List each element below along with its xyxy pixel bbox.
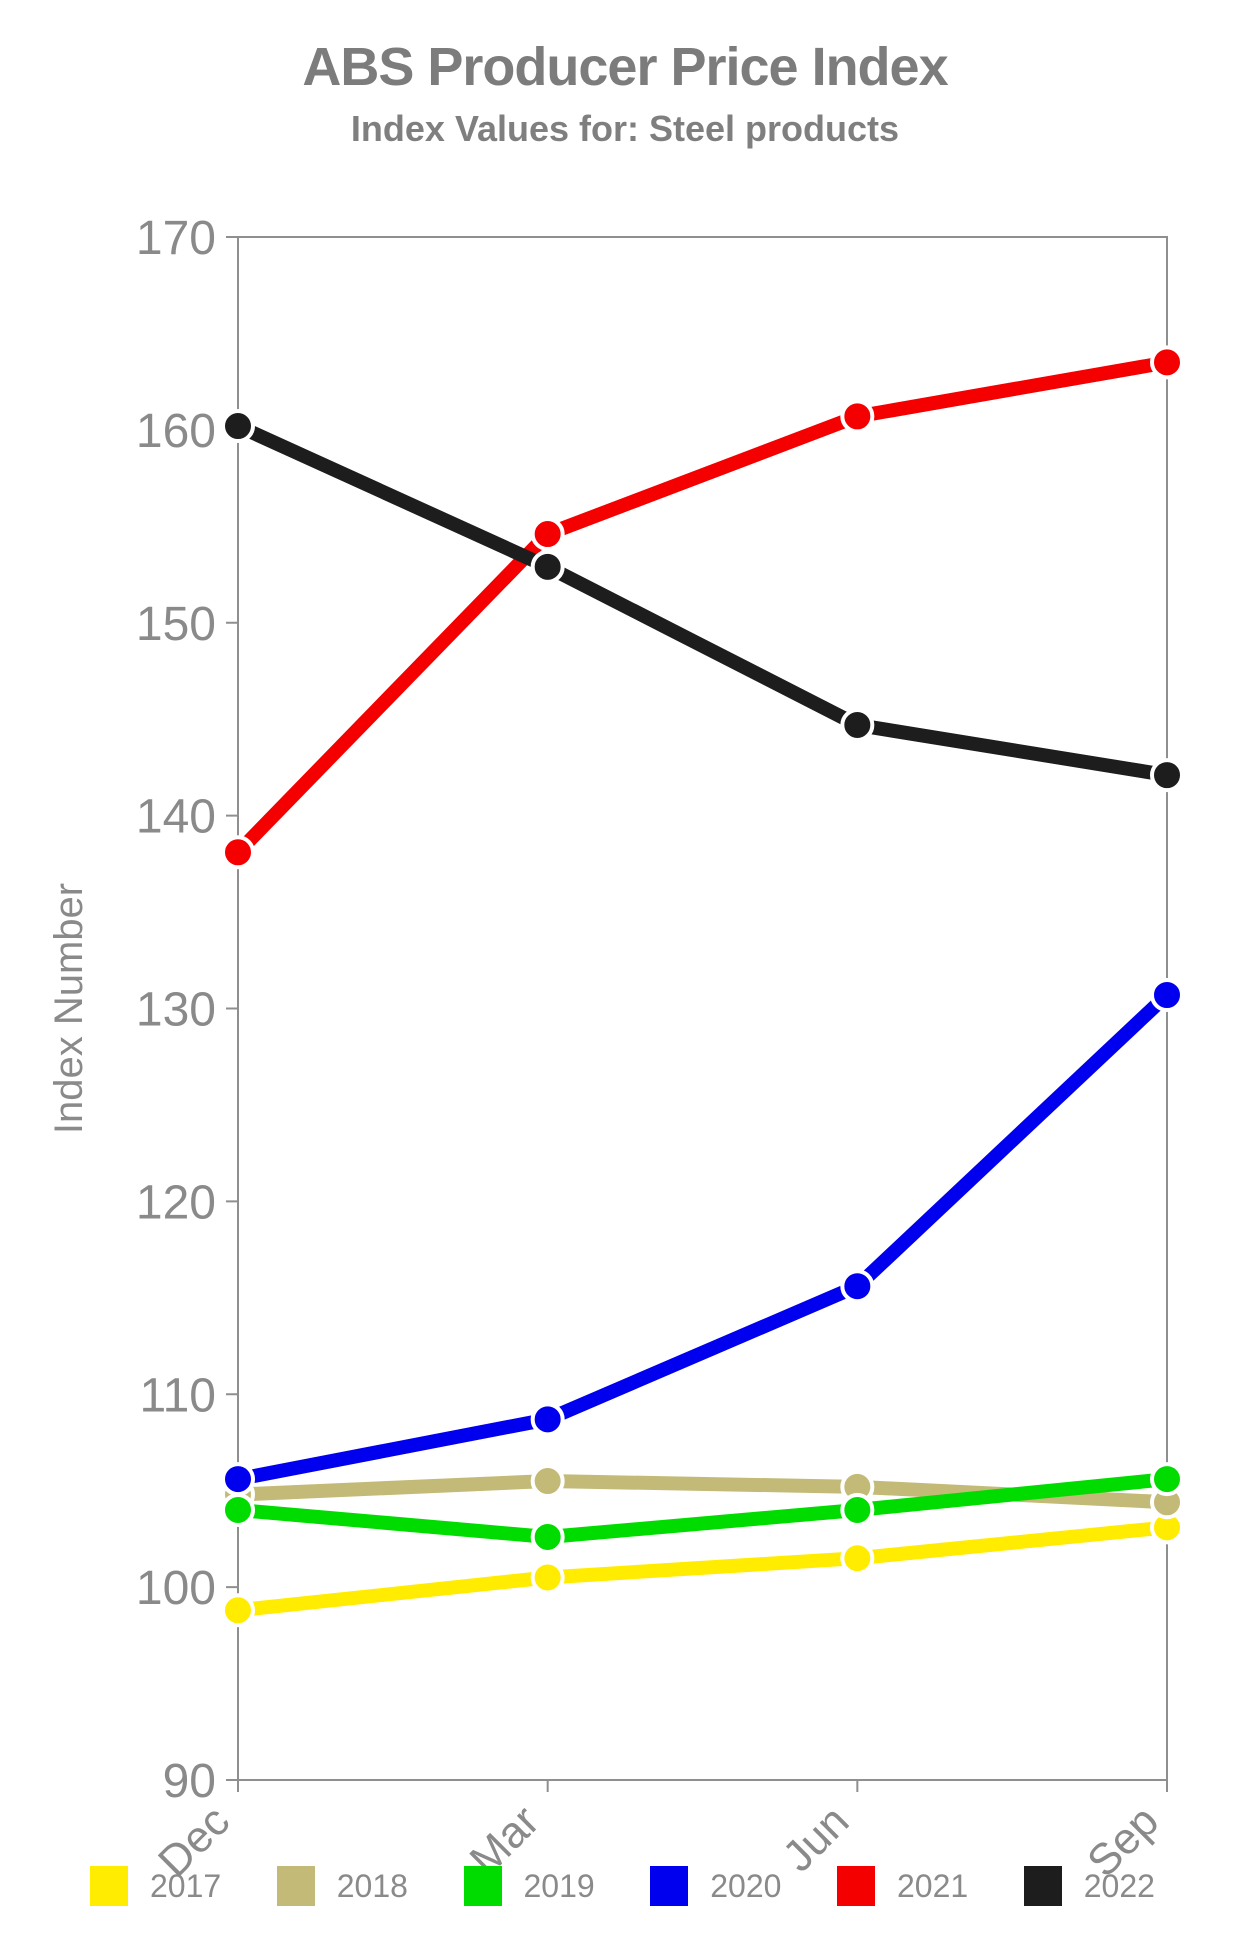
- data-point-2017-Dec: [221, 1593, 255, 1628]
- legend-item-2022: 2022: [1023, 1866, 1155, 1906]
- legend-label-2021: 2021: [897, 1867, 969, 1904]
- legend-label-2018: 2018: [336, 1867, 408, 1904]
- data-point-2017-Mar: [530, 1560, 565, 1595]
- data-point-2019-Jun: [840, 1492, 875, 1527]
- data-point-2020-Dec: [221, 1462, 255, 1497]
- legend-item-2021: 2021: [837, 1866, 968, 1906]
- data-point-2021-Mar: [530, 517, 565, 552]
- y-axis-title: Index Number: [47, 883, 91, 1134]
- y-tick-label: 130: [136, 984, 216, 1037]
- data-point-2021-Jun: [840, 399, 875, 434]
- series-line-2021: [232, 355, 1169, 858]
- data-point-2019-Dec: [221, 1492, 255, 1527]
- y-tick-label: 170: [136, 212, 216, 265]
- legend-item-2019: 2019: [463, 1866, 595, 1906]
- data-point-2021-Sep: [1150, 345, 1184, 380]
- series-line-2020: [236, 989, 1172, 1486]
- legend-label-2019: 2019: [523, 1867, 595, 1904]
- data-point-2019-Mar: [530, 1519, 565, 1554]
- series-line-2019: [237, 1472, 1168, 1544]
- y-tick-label: 150: [136, 598, 216, 651]
- y-tick-label: 160: [136, 405, 216, 458]
- y-tick-label: 100: [136, 1562, 216, 1615]
- chart-subtitle: Index Values for: Steel products: [350, 108, 900, 149]
- data-point-2022-Mar: [530, 549, 565, 584]
- data-point-2020-Mar: [530, 1402, 565, 1437]
- series-line-2022: [235, 419, 1169, 783]
- data-point-2022-Jun: [840, 707, 875, 742]
- data-point-2022-Sep: [1150, 758, 1184, 793]
- legend-label-2022: 2022: [1083, 1867, 1155, 1904]
- legend-swatch-2022: [1023, 1866, 1062, 1906]
- legend-swatch-2017: [90, 1866, 128, 1906]
- data-point-2020-Jun: [840, 1269, 875, 1304]
- legend-label-2020: 2020: [710, 1867, 782, 1904]
- legend-label-2017: 2017: [150, 1867, 222, 1904]
- legend-item-2018: 2018: [276, 1866, 408, 1906]
- data-point-2019-Sep: [1150, 1462, 1184, 1497]
- chart-legend: 2017 2018 2019 2020 2021 2022: [90, 1866, 1155, 1906]
- legend-item-2017: 2017: [90, 1866, 221, 1906]
- legend-swatch-2020: [650, 1866, 689, 1906]
- legend-swatch-2019: [463, 1866, 502, 1906]
- data-point-2017-Jun: [840, 1541, 875, 1576]
- data-point-2018-Mar: [530, 1464, 565, 1499]
- y-tick-label: 140: [136, 791, 216, 844]
- series-line-2017: [237, 1520, 1168, 1618]
- y-tick-label: 110: [139, 1369, 216, 1422]
- data-point-2022-Dec: [221, 409, 255, 444]
- legend-swatch-2018: [276, 1866, 315, 1906]
- legend-swatch-2021: [837, 1866, 875, 1906]
- data-point-2021-Dec: [221, 835, 255, 870]
- chart-title: ABS Producer Price Index: [302, 37, 948, 97]
- legend-item-2020: 2020: [650, 1866, 781, 1906]
- data-point-2020-Sep: [1150, 977, 1184, 1012]
- y-tick-label: 90: [163, 1755, 216, 1808]
- y-tick-label: 120: [136, 1176, 216, 1229]
